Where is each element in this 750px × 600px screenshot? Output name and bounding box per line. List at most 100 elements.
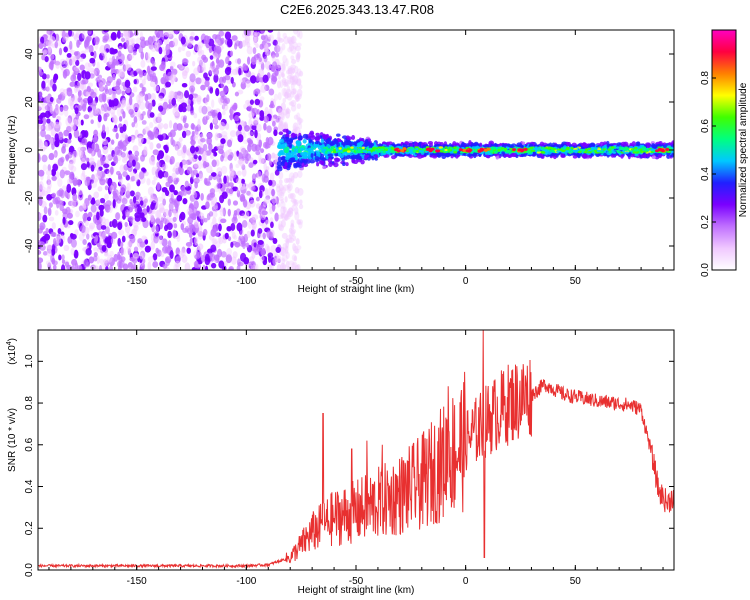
spectrogram-cell — [223, 98, 228, 107]
spectrogram-cell — [215, 64, 220, 70]
spectrogram-cell — [54, 41, 59, 49]
spectrogram-cell — [165, 43, 171, 53]
spectrogram-cell — [538, 152, 543, 157]
spectrogram-cell — [102, 38, 108, 43]
spectrogram-cell — [125, 39, 130, 50]
spectrogram-cell — [194, 220, 200, 229]
spectrogram-cell — [211, 238, 218, 245]
spectrogram-cell — [98, 86, 105, 92]
spectrogram-cell — [59, 169, 65, 179]
spectrogram-cell — [253, 33, 258, 39]
spectrogram-cell — [129, 37, 136, 44]
spectrogram-cell — [52, 83, 57, 92]
spectrogram-cell — [241, 40, 247, 47]
spectrogram-cell — [172, 167, 177, 173]
spectrogram-cell — [134, 121, 138, 128]
spectrogram-cell — [213, 117, 218, 124]
spectrogram-cell — [61, 30, 66, 39]
spectrogram-cell — [288, 43, 293, 48]
spectrogram-cell — [244, 125, 250, 132]
spectrogram-cell — [120, 151, 126, 158]
spectrogram-cell — [264, 60, 272, 70]
spectrogram-cell — [237, 134, 244, 143]
spectrogram-cell — [283, 121, 288, 130]
spectrogram-cell — [162, 217, 167, 224]
spectrogram-cell — [181, 254, 188, 263]
spectrogram-cell — [240, 178, 245, 184]
spectrogram-cell — [184, 225, 190, 233]
spectrogram-cell — [261, 222, 268, 230]
spectrogram-cell — [351, 158, 355, 163]
spectrogram-cell — [127, 261, 134, 270]
spectrogram-cell — [202, 160, 207, 169]
spectrogram-cell — [276, 62, 283, 69]
spectrogram-cell — [221, 191, 228, 199]
spectrogram-cell — [105, 48, 110, 53]
spectrogram-cell — [228, 267, 233, 270]
spectrogram-cell — [294, 248, 300, 254]
figure-title: C2E6.2025.343.13.47.R08 — [280, 2, 434, 17]
spectrogram-cell — [213, 202, 218, 210]
spectrogram-cell — [253, 30, 260, 33]
spectrogram-cell — [285, 238, 290, 245]
spectrogram-cell — [159, 63, 165, 72]
spectrogram-cell — [127, 248, 131, 256]
spectrogram-cell — [204, 256, 211, 266]
spectrogram-cell — [273, 93, 279, 101]
spectrogram-cell — [286, 234, 293, 243]
spectrogram-cell — [181, 44, 186, 52]
spectrogram-cell — [439, 142, 444, 146]
spectrogram-cell — [294, 45, 302, 52]
spectrogram-cell — [188, 93, 194, 101]
spectrogram-cell — [255, 75, 260, 82]
spectrogram-cell — [41, 73, 47, 80]
spectrogram-cell — [216, 182, 221, 190]
spectrogram-cell — [165, 81, 172, 88]
spectrogram-cell — [93, 178, 99, 183]
spectrogram-cell — [205, 201, 210, 210]
spectrogram-cell — [100, 154, 104, 164]
spectrogram-cell — [206, 94, 210, 103]
spectrogram-cell — [279, 69, 284, 76]
spectrogram-cell — [255, 43, 259, 49]
spectrogram-cell — [125, 87, 131, 94]
spectrogram-cell — [190, 110, 195, 116]
spectrogram-cell — [382, 141, 387, 146]
spectrogram-cell — [284, 78, 290, 87]
spectrogram-cell — [148, 42, 154, 50]
spectrogram-cell — [102, 55, 108, 64]
spectrogram-cell — [176, 123, 183, 131]
spectrogram-cell — [149, 112, 155, 118]
spectrogram-cell — [38, 169, 45, 177]
spectrogram-cell — [247, 139, 253, 145]
spectrogram-cell — [265, 195, 271, 200]
spectrogram-cell — [115, 88, 122, 95]
spectrogram-cell — [237, 124, 243, 132]
spectrogram-cell — [278, 183, 284, 192]
spectrogram-cell — [240, 81, 247, 90]
spectrogram-cell — [38, 42, 44, 50]
spectrogram-cell — [261, 210, 268, 216]
spectrogram-cell — [120, 184, 127, 193]
spectrogram-cell — [192, 135, 199, 141]
spectrogram-cell — [222, 110, 226, 116]
spectrogram-cell — [282, 206, 287, 213]
spectrogram-cell — [249, 157, 254, 163]
spectrogram-cell — [97, 186, 103, 192]
spectrogram-cell — [198, 170, 203, 179]
spectrogram-cell — [111, 218, 118, 228]
spectrogram-cell — [230, 222, 236, 231]
spectrogram-cell — [239, 230, 244, 239]
spectrogram-cell — [200, 84, 206, 91]
spectrogram-cell — [144, 171, 149, 177]
spectrogram-cell — [271, 152, 275, 159]
spectrogram-cell — [195, 77, 202, 85]
spectrogram-cell — [267, 136, 274, 146]
spectrogram-cell — [259, 110, 265, 118]
spectrogram-cell — [336, 142, 341, 147]
spectrogram-cell — [291, 36, 295, 45]
spectrogram-cell — [41, 154, 48, 163]
spectrogram-cell — [279, 262, 285, 270]
spectrogram-cell — [174, 260, 181, 268]
